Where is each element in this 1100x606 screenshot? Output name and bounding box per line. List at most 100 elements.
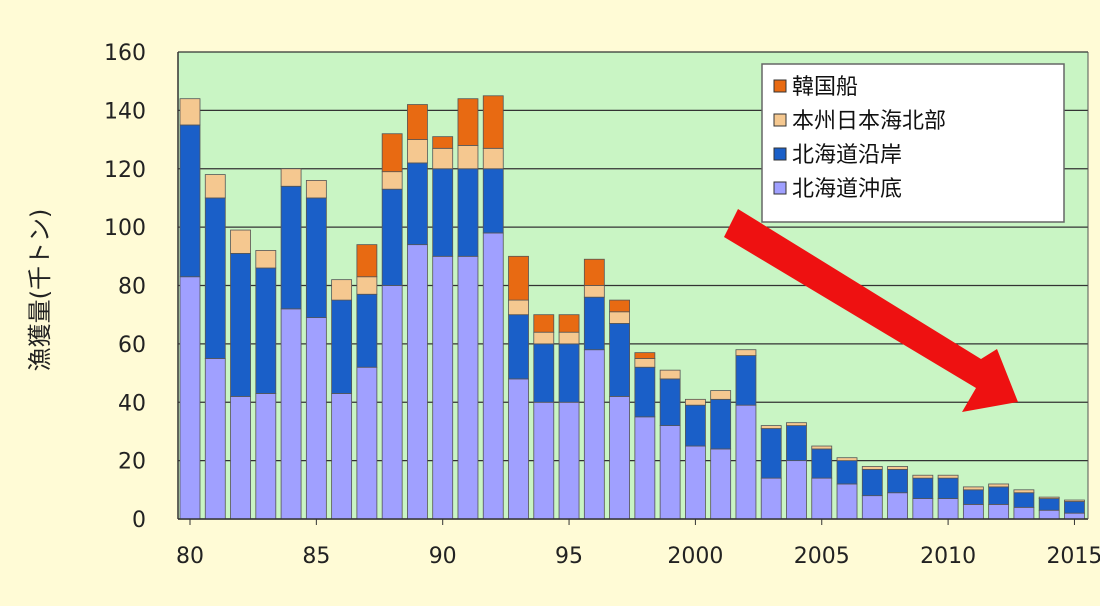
bar-segment bbox=[179, 276, 201, 520]
bar-segment bbox=[407, 139, 428, 164]
bar-segment bbox=[533, 343, 555, 403]
bar-segment bbox=[204, 197, 226, 359]
bar-segment bbox=[912, 474, 934, 479]
bar-segment bbox=[1013, 506, 1035, 520]
bar-segment bbox=[508, 255, 529, 301]
bar-segment bbox=[482, 232, 504, 520]
bar-segment bbox=[482, 147, 504, 170]
bar-segment bbox=[356, 244, 378, 278]
bar-segment bbox=[836, 457, 858, 462]
bars-layer bbox=[179, 95, 1085, 520]
bar-segment bbox=[179, 98, 201, 126]
bar-segment bbox=[356, 276, 378, 295]
legend-label: 本州日本海北部 bbox=[792, 109, 946, 134]
bar-segment bbox=[255, 393, 277, 520]
y-tick-label: 60 bbox=[118, 333, 146, 358]
bar-segment bbox=[887, 468, 908, 494]
bar-segment bbox=[407, 162, 428, 246]
x-tick-label: 80 bbox=[176, 544, 204, 569]
bar-segment bbox=[230, 252, 251, 397]
bar-segment bbox=[255, 267, 277, 394]
y-tick-label: 40 bbox=[118, 391, 146, 416]
bar-segment bbox=[381, 285, 403, 520]
bar-segment bbox=[710, 398, 732, 450]
legend-box bbox=[761, 63, 1065, 223]
bar-segment bbox=[836, 460, 858, 485]
bar-segment bbox=[508, 314, 529, 380]
bar-segment bbox=[912, 477, 934, 499]
bar-segment bbox=[280, 168, 302, 187]
bar-segment bbox=[710, 390, 732, 400]
bar-segment bbox=[912, 498, 934, 520]
y-axis-label: 漁獲量(千トン) bbox=[26, 209, 54, 372]
bar-segment bbox=[811, 445, 833, 450]
bar-segment bbox=[760, 425, 782, 429]
y-tick-label: 80 bbox=[118, 275, 146, 300]
bar-segment bbox=[937, 477, 959, 499]
bar-segment bbox=[230, 229, 251, 254]
bar-segment bbox=[1013, 489, 1035, 494]
bar-segment bbox=[1064, 501, 1085, 514]
bar-segment bbox=[280, 308, 302, 520]
bar-segment bbox=[305, 197, 327, 319]
trend-arrow-icon bbox=[724, 209, 1018, 412]
bar-segment bbox=[1064, 512, 1085, 520]
bar-segment bbox=[432, 147, 454, 170]
bar-segment bbox=[255, 250, 277, 269]
bar-segment bbox=[609, 396, 630, 520]
legend-label: 北海道沿岸 bbox=[792, 143, 902, 168]
bar-segment bbox=[609, 311, 630, 324]
bar-segment bbox=[609, 299, 630, 313]
bar-segment bbox=[962, 489, 984, 505]
bar-segment bbox=[331, 393, 353, 520]
legend-swatch bbox=[773, 147, 787, 161]
bar-segment bbox=[457, 168, 479, 257]
bar-segment bbox=[659, 378, 681, 426]
x-tick-label: 2005 bbox=[794, 544, 850, 569]
bar-segment bbox=[861, 466, 883, 470]
bar-segment bbox=[432, 136, 454, 149]
bar-segment bbox=[280, 185, 302, 310]
y-tick-label: 20 bbox=[118, 450, 146, 475]
bar-segment bbox=[887, 466, 908, 470]
bar-segment bbox=[407, 244, 428, 520]
bar-segment bbox=[1064, 499, 1085, 502]
bar-segment bbox=[482, 95, 504, 149]
bar-segment bbox=[861, 468, 883, 497]
y-tick-label: 160 bbox=[104, 41, 146, 66]
bar-segment bbox=[583, 296, 605, 351]
bar-segment bbox=[811, 448, 833, 479]
bar-segment bbox=[583, 258, 605, 286]
y-tick-label: 0 bbox=[132, 508, 146, 533]
bar-segment bbox=[356, 366, 378, 520]
bar-segment bbox=[482, 168, 504, 234]
bar-segment bbox=[1038, 498, 1060, 511]
axis-layer: 0 20 40 60 80 100 120 140 160 80 85 90 95 2000 2005 201… bbox=[104, 41, 1100, 569]
bar-segment bbox=[457, 144, 479, 170]
bar-segment bbox=[786, 460, 807, 520]
bar-segment bbox=[760, 428, 782, 479]
bar-segment bbox=[331, 279, 353, 301]
bar-segment bbox=[558, 331, 580, 345]
bar-segment bbox=[685, 398, 706, 406]
x-tick-label: 2000 bbox=[667, 544, 723, 569]
bar-segment bbox=[659, 369, 681, 380]
bar-segment bbox=[331, 299, 353, 394]
bar-segment bbox=[710, 448, 732, 520]
bar-segment bbox=[988, 504, 1010, 520]
bar-segment bbox=[962, 486, 984, 491]
bar-segment bbox=[685, 404, 706, 447]
y-tick-label: 140 bbox=[104, 99, 146, 124]
bar-segment bbox=[558, 343, 580, 403]
bar-segment bbox=[735, 404, 757, 520]
bar-segment bbox=[457, 255, 479, 520]
bar-segment bbox=[583, 349, 605, 520]
bar-segment bbox=[937, 498, 959, 520]
bar-segment bbox=[861, 495, 883, 520]
bar-segment bbox=[558, 314, 580, 333]
bar-segment bbox=[634, 358, 656, 368]
bar-segment bbox=[533, 331, 555, 345]
bar-segment bbox=[887, 492, 908, 520]
